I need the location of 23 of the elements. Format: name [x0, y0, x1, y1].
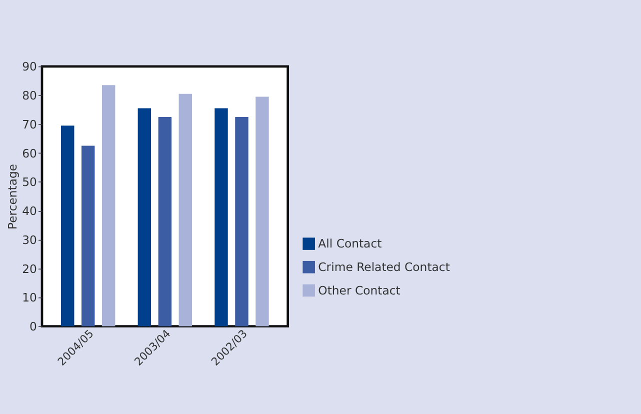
bar — [158, 116, 172, 326]
legend-label: Crime Related Contact — [318, 260, 450, 274]
bar — [214, 108, 228, 326]
y-tick-label: 0 — [30, 320, 37, 334]
bar — [81, 146, 95, 326]
y-tick-label: 20 — [22, 262, 37, 276]
y-tick-label: 80 — [22, 88, 37, 103]
legend-label: All Contact — [318, 236, 382, 251]
y-tick-label: 40 — [22, 204, 37, 218]
bar — [102, 85, 116, 326]
legend-label: Other Contact — [318, 283, 401, 298]
bar — [138, 108, 152, 326]
y-tick-label: 70 — [22, 117, 37, 132]
bar — [61, 126, 74, 326]
bar — [178, 94, 192, 326]
y-tick-label: 60 — [22, 146, 37, 160]
y-tick-label: 90 — [22, 60, 37, 74]
y-tick-label: 30 — [22, 232, 37, 247]
y-tick-label: 50 — [22, 175, 37, 190]
y-tick-label: 10 — [22, 290, 37, 305]
bar — [256, 96, 269, 326]
y-axis-title: Percentage — [6, 164, 20, 230]
bar — [235, 116, 248, 326]
